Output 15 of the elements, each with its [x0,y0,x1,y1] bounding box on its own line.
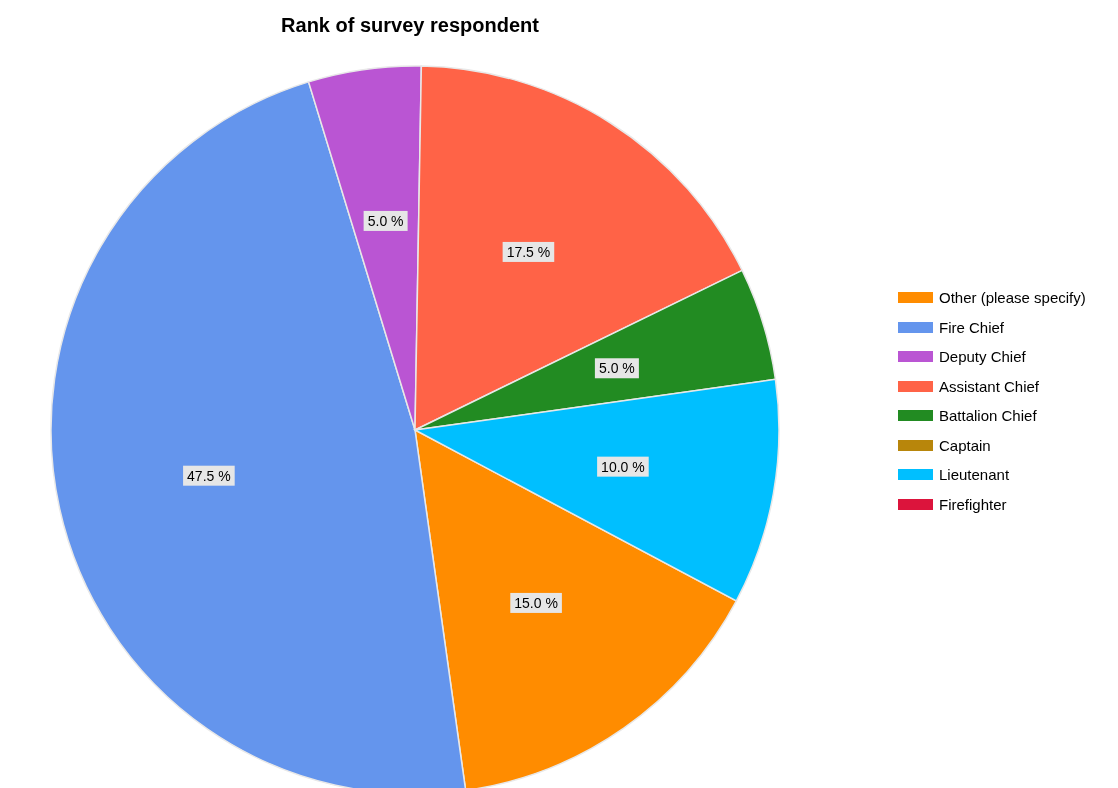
legend-label: Firefighter [939,495,1007,513]
data-label: 15.0 % [514,594,558,611]
data-label: 10.0 % [601,458,645,475]
data-label: 17.5 % [506,243,551,260]
legend-label: Fire Chief [939,318,1005,336]
legend-label: Assistant Chief [939,377,1040,395]
data-label: 47.5 % [187,467,231,484]
chart-title: Rank of survey respondent [280,14,540,37]
data-label: 5.0 % [367,212,404,229]
data-label: 5.0 % [598,360,635,377]
legend-label: Deputy Chief [939,348,1026,366]
legend-label: Captain [939,436,991,454]
legend-label: Lieutenant [939,466,1010,484]
legend-label: Other (please specify) [939,289,1086,307]
legend-label: Battalion Chief [939,407,1037,425]
